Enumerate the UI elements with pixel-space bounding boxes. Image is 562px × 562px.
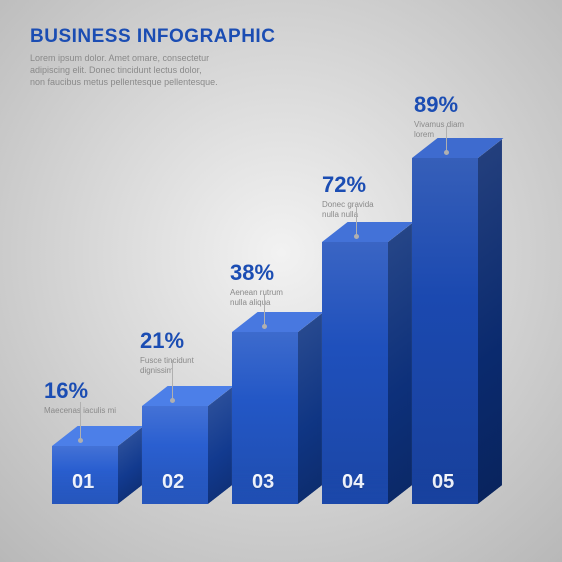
callout-4: 72% Donec gravida nulla nulla [322, 172, 374, 219]
callout-percent: 89% [414, 92, 464, 118]
callout-percent: 38% [230, 260, 283, 286]
callout-percent: 21% [140, 328, 194, 354]
callout-2: 21% Fusce tincidunt dignissim [140, 328, 194, 375]
callout-desc: Donec gravida nulla nulla [322, 200, 374, 219]
leader-line [446, 126, 447, 152]
callout-desc: Fusce tincidunt dignissim [140, 356, 194, 375]
leader-dot [78, 438, 83, 443]
infographic-stage: BUSINESS INFOGRAPHIC Lorem ipsum dolor. … [0, 0, 562, 562]
bar-reflection [412, 454, 478, 504]
leader-line [80, 402, 81, 440]
bar-chart: 010203040516%Maecenas iaculis mi21%Fusce… [0, 0, 562, 562]
leader-dot [444, 150, 449, 155]
leader-line [172, 360, 173, 400]
bar-reflection [322, 454, 388, 504]
bar-reflection [52, 454, 118, 504]
leader-dot [354, 234, 359, 239]
callout-desc: Vivamus diam lorem [414, 120, 464, 139]
callout-percent: 72% [322, 172, 374, 198]
callout-3: 38% Aenean rutrum nulla aliqua [230, 260, 283, 307]
callout-desc: Aenean rutrum nulla aliqua [230, 288, 283, 307]
bar-05: 05 [412, 138, 502, 504]
leader-dot [170, 398, 175, 403]
leader-line [356, 206, 357, 236]
bar-reflection [232, 454, 298, 504]
callout-5: 89% Vivamus diam lorem [414, 92, 464, 139]
leader-dot [262, 324, 267, 329]
leader-line [264, 294, 265, 326]
bar-reflection [142, 454, 208, 504]
callout-percent: 16% [44, 378, 116, 404]
